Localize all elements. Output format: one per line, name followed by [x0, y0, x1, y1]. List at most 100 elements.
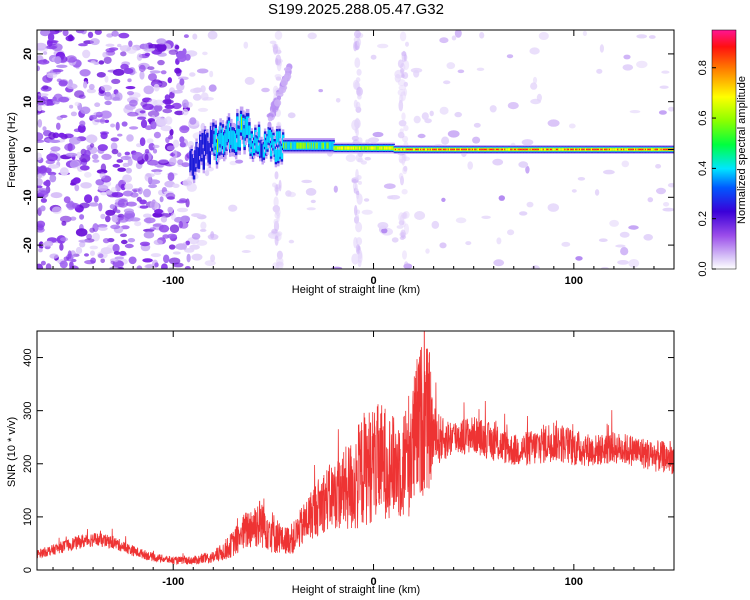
colorbar-ticks: 0.0 0.2 0.4 0.6 0.8 — [697, 60, 716, 277]
spectral-noise-blob — [529, 47, 540, 55]
spectral-band-cell — [338, 146, 341, 150]
spectral-noise-blob — [100, 163, 107, 172]
spectral-noise-blob — [157, 59, 165, 66]
spectral-noise-blob — [603, 169, 615, 175]
spectral-streak-blob — [274, 171, 279, 180]
spectral-streak-blob — [272, 43, 278, 55]
spectral-noise-blob — [425, 248, 430, 254]
spectral-noise-blob — [153, 239, 163, 246]
spectral-streak-blob — [401, 188, 408, 195]
spectral-band-cell — [463, 148, 466, 151]
spectral-noise-blob — [244, 76, 255, 85]
spectral-band-cell — [243, 128, 246, 147]
spectral-streak-blob — [402, 135, 409, 143]
spectral-noise-blob — [525, 165, 530, 174]
spectral-noise-blob — [90, 257, 96, 264]
spectral-noise-blob — [45, 45, 57, 50]
spectral-noise-blob — [74, 101, 80, 107]
y-tick-label: 10 — [22, 96, 34, 108]
spectral-noise-blob — [667, 183, 674, 188]
spectral-noise-blob — [102, 238, 110, 244]
spectral-noise-blob — [467, 161, 474, 170]
spectral-noise-blob — [167, 77, 172, 84]
spectral-noise-blob — [167, 233, 177, 239]
spectral-noise-blob — [94, 30, 102, 35]
spectral-noise-blob — [110, 137, 120, 142]
spectral-band-cell — [400, 148, 404, 151]
spectral-noise-blob — [526, 201, 534, 208]
spectral-noise-blob — [174, 110, 185, 116]
spectral-noise-blob — [127, 78, 132, 83]
spectral-band-cell — [442, 148, 446, 151]
spectral-noise-blob — [169, 91, 175, 99]
spectral-noise-blob — [139, 199, 147, 205]
spectral-noise-blob — [106, 33, 114, 38]
spectral-noise-blob — [79, 165, 90, 171]
spectral-noise-blob — [441, 197, 446, 202]
spectral-noise-blob — [403, 263, 413, 269]
spectral-noise-blob — [168, 244, 176, 250]
spectral-noise-blob — [38, 188, 48, 192]
spectral-noise-blob — [80, 182, 92, 189]
x-tick-label: 100 — [565, 576, 583, 588]
spectral-noise-blob — [37, 65, 40, 72]
spectral-noise-blob — [80, 30, 87, 35]
spectral-noise-blob — [506, 54, 514, 59]
spectral-noise-blob — [121, 121, 128, 127]
spectral-noise-blob — [655, 164, 662, 169]
spectral-noise-blob — [179, 221, 189, 229]
spectral-noise-blob — [310, 199, 316, 204]
spectral-noise-blob — [143, 85, 154, 95]
spectral-noise-blob — [498, 195, 505, 201]
spectral-streak-blob — [400, 73, 405, 79]
spectral-streak-blob — [400, 234, 407, 240]
spectral-noise-blob — [136, 53, 143, 61]
spectral-noise-blob — [391, 237, 399, 243]
spectral-noise-blob — [110, 142, 118, 151]
spectral-streak-blob — [399, 31, 407, 42]
spectral-noise-blob — [62, 30, 69, 37]
spectral-noise-blob — [96, 72, 106, 78]
spectral-noise-blob — [45, 179, 51, 187]
spectral-noise-blob — [138, 64, 146, 72]
spectral-noise-blob — [658, 110, 667, 115]
spectral-streak-blob — [399, 158, 404, 163]
spectral-band-cell — [350, 146, 353, 150]
spectral-noise-blob — [599, 44, 605, 53]
spectral-noise-blob — [112, 68, 125, 76]
spectral-noise-blob — [75, 246, 83, 255]
spectral-noise-blob — [123, 208, 134, 214]
spectral-noise-blob — [79, 202, 90, 209]
spectral-streak-blob — [399, 236, 405, 240]
spectral-noise-blob — [207, 233, 219, 240]
spectral-streak-blob — [398, 220, 405, 226]
spectral-noise-blob — [112, 163, 121, 168]
spectral-noise-blob — [92, 232, 100, 242]
spectral-noise-blob — [152, 223, 162, 227]
spectral-noise-blob — [108, 47, 119, 51]
spectral-noise-blob — [243, 41, 249, 49]
spectral-noise-blob — [622, 64, 634, 71]
spectral-noise-blob — [148, 73, 157, 82]
spectral-noise-blob — [210, 254, 216, 262]
spectral-band-cell — [505, 148, 508, 151]
spectral-noise-blob — [381, 228, 388, 234]
spectral-noise-blob — [571, 189, 577, 193]
spectral-noise-blob — [189, 117, 197, 125]
spectral-noise-blob — [98, 226, 108, 231]
spectral-noise-blob — [507, 102, 519, 110]
spectral-noise-blob — [40, 205, 46, 212]
spectral-band-cell — [257, 127, 261, 141]
spectral-noise-blob — [142, 258, 153, 263]
spectral-noise-blob — [208, 84, 217, 92]
spectral-band-cell — [356, 146, 359, 150]
spectral-streak-blob — [403, 60, 410, 71]
spectral-noise-blob — [235, 159, 244, 164]
spectral-noise-blob — [181, 162, 190, 168]
spectral-noise-blob — [79, 214, 85, 220]
spectral-noise-blob — [131, 188, 141, 193]
spectral-noise-blob — [160, 216, 168, 223]
spectral-streak-blob — [402, 250, 407, 260]
